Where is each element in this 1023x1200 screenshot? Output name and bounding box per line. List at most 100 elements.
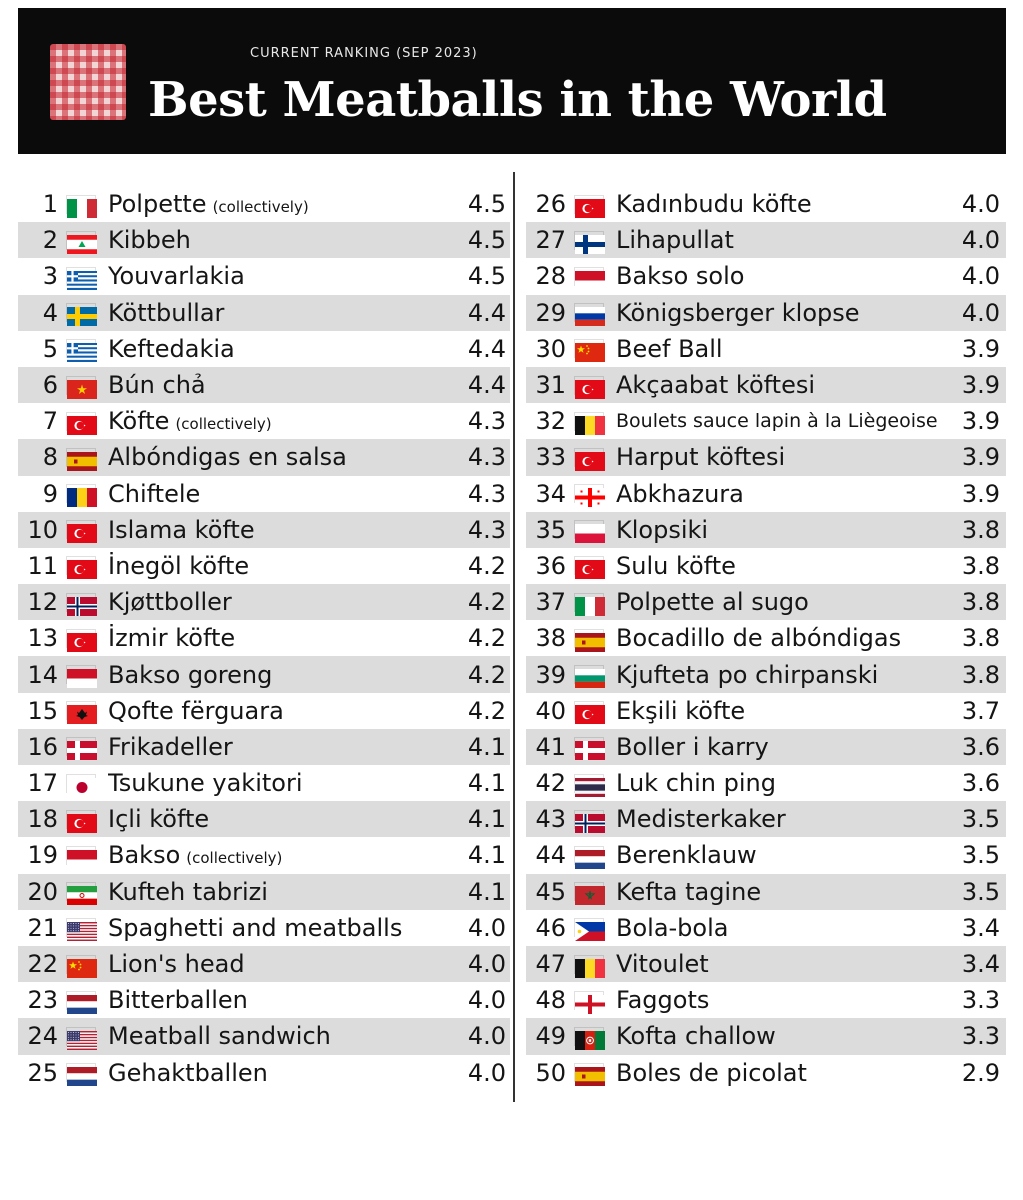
dish-name: Bakso (collectively): [108, 841, 446, 869]
rating-value: 4.3: [467, 443, 506, 472]
rank-number: 8: [42, 443, 58, 472]
rank-number: 35: [535, 515, 566, 544]
thailand-flag-icon: [574, 773, 605, 797]
turkey-flag-icon: [66, 520, 97, 544]
ranking-row: 48 Faggots 3.3: [526, 982, 1006, 1018]
rating-value: 4.3: [467, 515, 506, 544]
turkey-flag-icon: [574, 701, 605, 725]
dish-name: Kjøttboller: [108, 588, 446, 616]
ranking-row: 43 Medisterkaker 3.5: [526, 801, 1006, 838]
checkered-tablecloth-icon: [50, 44, 126, 120]
dish-name-text: Harput köftesi: [616, 443, 786, 472]
rank-number: 46: [535, 913, 566, 942]
rank-number: 34: [535, 479, 566, 508]
dish-name: Berenklauw: [616, 841, 940, 869]
dish-name-text: Akçaabat köftesi: [616, 371, 816, 400]
ranking-row: 36 Sulu köfte 3.8: [526, 548, 1006, 584]
dish-name: Boles de picolat: [616, 1059, 940, 1087]
turkey-flag-icon: [66, 809, 97, 833]
usa-flag-icon: [66, 918, 97, 942]
rating-value: 4.1: [467, 732, 506, 761]
ranking-row: 35 Klopsiki 3.8: [526, 511, 1006, 548]
rank-number: 13: [27, 624, 58, 653]
rating-value: 2.9: [961, 1058, 1000, 1087]
dish-name: Frikadeller: [108, 733, 446, 761]
dish-name: Abkhazura: [616, 480, 940, 508]
dish-name: İnegöl köfte: [108, 552, 446, 580]
dish-name-text: Boulets sauce lapin à la Liègeoise: [616, 410, 938, 433]
ranking-row: 14 Bakso goreng 4.2: [18, 656, 510, 693]
dish-name-text: Lion's head: [108, 950, 245, 979]
rating-value: 3.4: [961, 950, 1000, 979]
rank-number: 1: [42, 190, 58, 219]
greece-flag-icon: [66, 339, 97, 363]
rank-number: 4: [42, 298, 58, 327]
dish-name-text: Abkhazura: [616, 479, 744, 508]
dish-name-text: Kufteh tabrizi: [108, 877, 268, 906]
rank-number: 11: [27, 551, 58, 580]
rank-number: 30: [535, 334, 566, 363]
rank-number: 40: [535, 696, 566, 725]
dish-name: Içli köfte: [108, 805, 446, 833]
dish-name-text: Spaghetti and meatballs: [108, 913, 403, 942]
italy-flag-icon: [574, 592, 605, 616]
dish-name-text: Gehaktballen: [108, 1058, 268, 1087]
rating-value: 4.0: [961, 262, 1000, 291]
rating-value: 3.5: [961, 841, 1000, 870]
rank-number: 32: [535, 407, 566, 436]
ranking-row: 45 Kefta tagine 3.5: [526, 873, 1006, 910]
rating-value: 3.4: [961, 913, 1000, 942]
dish-name: Bitterballen: [108, 986, 446, 1014]
ranking-row: 41 Boller i karry 3.6: [526, 728, 1006, 765]
rating-value: 4.4: [467, 334, 506, 363]
dish-name-text: Köttbullar: [108, 298, 225, 327]
rank-number: 12: [27, 588, 58, 617]
rank-number: 47: [535, 950, 566, 979]
spain-flag-icon: [66, 447, 97, 471]
rank-number: 17: [27, 769, 58, 798]
dish-name-text: Beef Ball: [616, 334, 723, 363]
dish-name: Sulu köfte: [616, 552, 940, 580]
ranking-row: 12 Kjøttboller 4.2: [18, 584, 510, 621]
rank-number: 37: [535, 588, 566, 617]
ranking-row: 18 Içli köfte 4.1: [18, 801, 510, 838]
indonesia-flag-icon: [574, 266, 605, 290]
iran-flag-icon: [66, 882, 97, 906]
ranking-row: 46 Bola-bola 3.4: [526, 910, 1006, 946]
italy-flag-icon: [66, 194, 97, 218]
turkey-flag-icon: [66, 628, 97, 652]
dish-name-text: Bakso solo: [616, 262, 745, 291]
dish-name-text: Berenklauw: [616, 841, 757, 870]
rank-number: 41: [535, 732, 566, 761]
dish-name: Vitoulet: [616, 950, 940, 978]
rank-number: 14: [27, 660, 58, 689]
ranking-row: 16 Frikadeller 4.1: [18, 728, 510, 765]
rating-value: 4.4: [467, 298, 506, 327]
dish-name: Albóndigas en salsa: [108, 443, 446, 471]
ranking-row: 29 Königsberger klopse 4.0: [526, 294, 1006, 331]
ranking-row: 8 Albóndigas en salsa 4.3: [18, 439, 510, 476]
ranking-row: 3 Youvarlakia 4.5: [18, 258, 510, 294]
dish-name: Bocadillo de albóndigas: [616, 624, 940, 652]
dish-name-text: Tsukune yakitori: [108, 769, 303, 798]
dish-name: Harput köftesi: [616, 443, 940, 471]
turkey-flag-icon: [574, 447, 605, 471]
dish-name-text: Qofte fërguara: [108, 696, 284, 725]
rating-value: 4.0: [467, 986, 506, 1015]
dish-name: Chiftele: [108, 480, 446, 508]
dish-name: Faggots: [616, 986, 940, 1014]
rank-number: 50: [535, 1058, 566, 1087]
rank-number: 22: [27, 950, 58, 979]
norway-flag-icon: [574, 809, 605, 833]
ranking-row: 6 Bún chả 4.4: [18, 366, 510, 404]
rating-value: 4.1: [467, 805, 506, 834]
rank-number: 25: [27, 1058, 58, 1087]
netherlands-flag-icon: [574, 845, 605, 869]
ranking-row: 22 Lion's head 4.0: [18, 945, 510, 983]
denmark-flag-icon: [574, 737, 605, 761]
dish-name: Kefta tagine: [616, 878, 940, 906]
japan-flag-icon: [66, 773, 97, 797]
dish-name: Kjufteta po chirpanski: [616, 661, 940, 689]
turkey-flag-icon: [574, 194, 605, 218]
dish-note: (collectively): [212, 198, 309, 217]
